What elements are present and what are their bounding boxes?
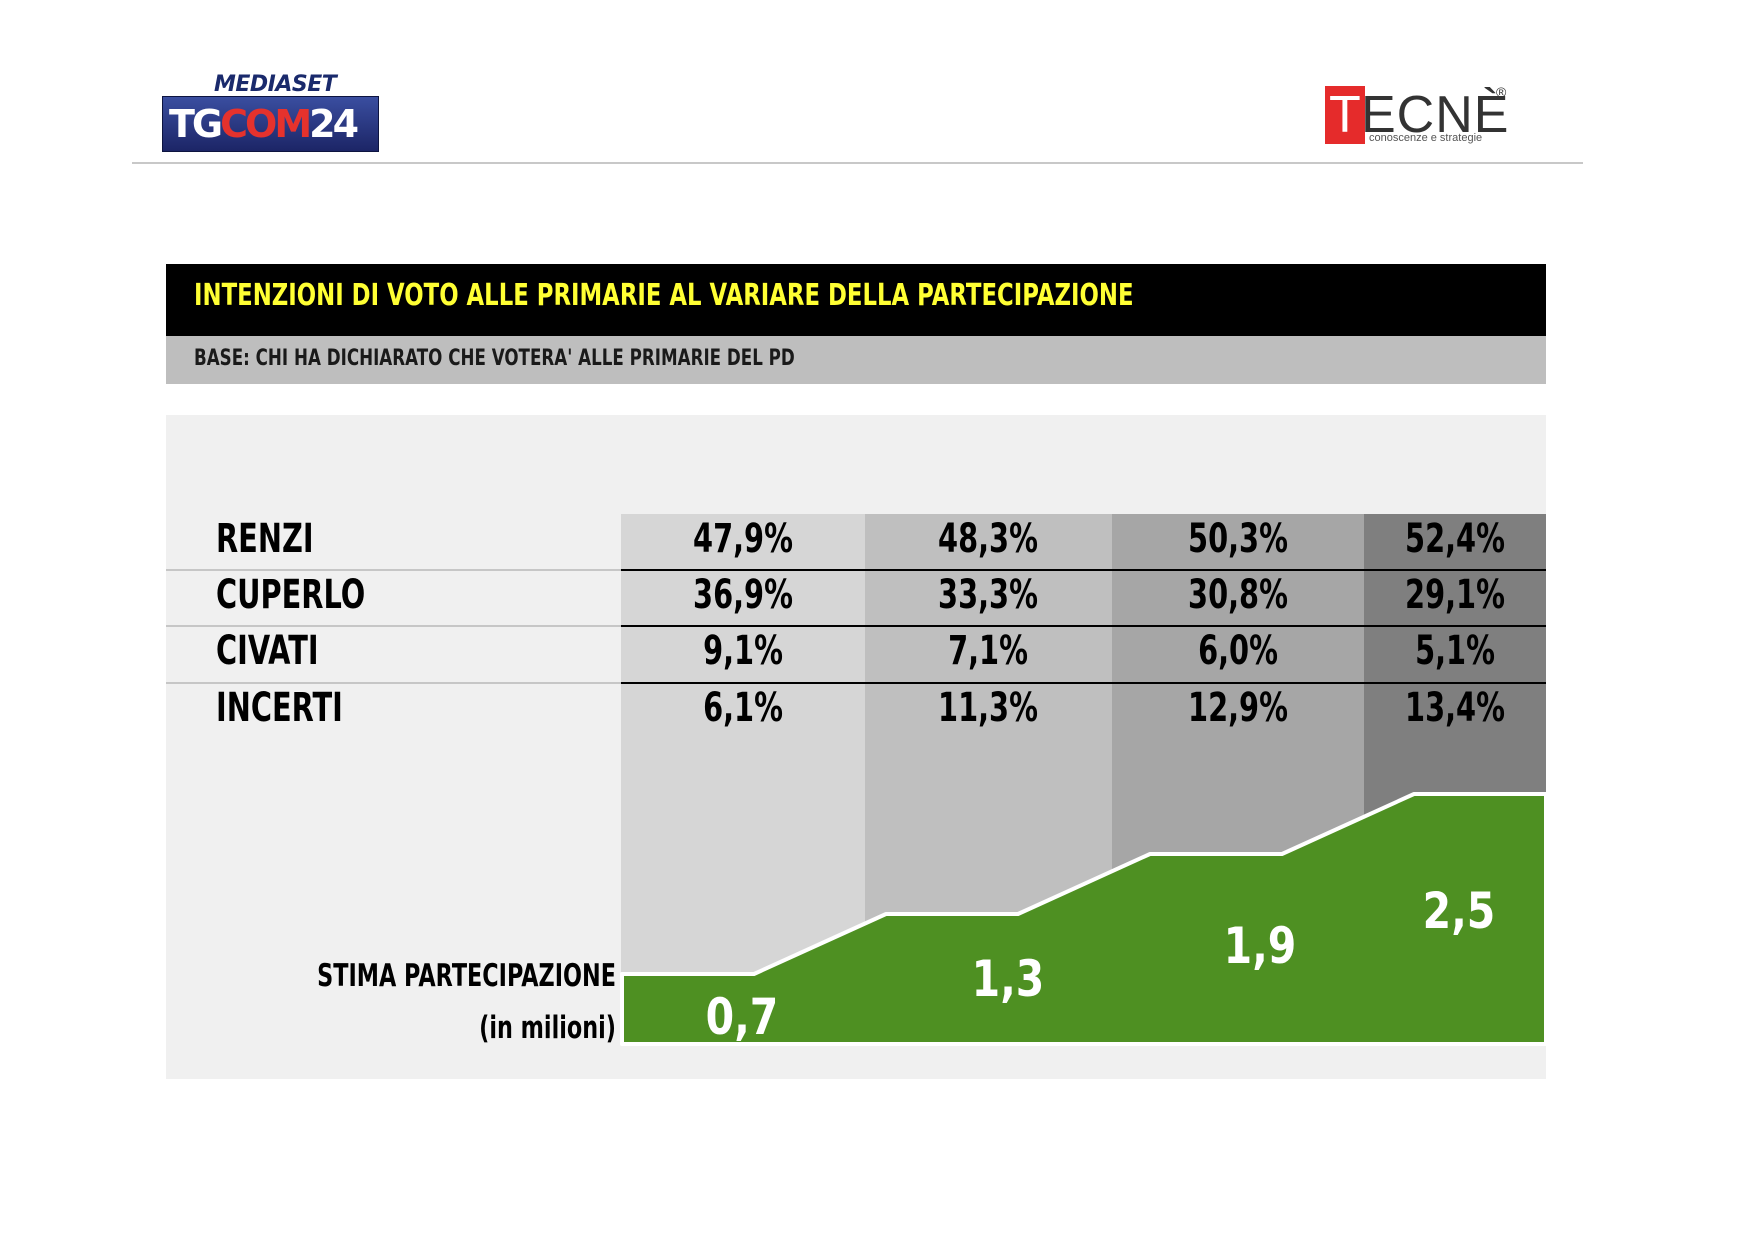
row-divider: [166, 625, 1546, 627]
table-cell: 36,9%: [693, 572, 793, 618]
chart-subtitle: BASE: CHI HA DICHIARATO CHE VOTERA' ALLE…: [194, 346, 795, 371]
tecne-tagline: conoscenze e strategie: [1369, 132, 1483, 144]
mediaset-wordmark: MEDIASET: [214, 72, 337, 97]
participation-label-line1: STIMA PARTECIPAZIONE: [317, 958, 616, 994]
table-cell: 29,1%: [1405, 572, 1505, 618]
tecne-logo: T ECNÈ ® conoscenze e strategie: [1325, 84, 1515, 150]
table-cell: 47,9%: [693, 516, 793, 562]
row-divider: [166, 682, 1546, 684]
participation-value-2: 1,3: [971, 950, 1045, 1008]
row-label-renzi: RENZI: [216, 516, 314, 562]
table-cell: 12,9%: [1188, 685, 1288, 731]
tgcom24-badge: TGCOM24: [162, 96, 379, 152]
row-label-civati: CIVATI: [216, 628, 319, 674]
tecne-t: T: [1329, 86, 1361, 144]
row-label-incerti: INCERTI: [216, 685, 343, 731]
participation-value-4: 2,5: [1422, 882, 1496, 940]
tecne-wordmark: ECNÈ: [1361, 86, 1510, 144]
table-cell: 48,3%: [938, 516, 1038, 562]
tgcom24-logo: MEDIASET TGCOM24: [162, 72, 379, 154]
tgcom24-com: COM: [220, 102, 312, 146]
tecne-red-box: [1325, 86, 1365, 144]
table-cell: 5,1%: [1415, 628, 1495, 674]
participation-label-line2: (in milioni): [479, 1010, 616, 1046]
tgcom24-tg: TG: [169, 102, 223, 146]
table-cell: 6,1%: [703, 685, 783, 731]
row-divider: [166, 569, 1546, 571]
participation-label: STIMA PARTECIPAZIONE (in milioni): [317, 950, 616, 1054]
header-divider: [132, 162, 1583, 164]
table-cell: 7,1%: [948, 628, 1028, 674]
registered-mark: ®: [1496, 84, 1507, 100]
table-cell: 6,0%: [1198, 628, 1278, 674]
table-cell: 9,1%: [703, 628, 783, 674]
chart-title: INTENZIONI DI VOTO ALLE PRIMARIE AL VARI…: [194, 278, 1134, 313]
subtitle-bar: BASE: CHI HA DICHIARATO CHE VOTERA' ALLE…: [166, 336, 1546, 384]
table-cell: 11,3%: [938, 685, 1038, 731]
participation-value-3: 1,9: [1223, 917, 1297, 975]
table-cell: 30,8%: [1188, 572, 1288, 618]
table-cell: 13,4%: [1405, 685, 1505, 731]
table-cell: 50,3%: [1188, 516, 1288, 562]
title-bar: INTENZIONI DI VOTO ALLE PRIMARIE AL VARI…: [166, 264, 1546, 336]
participation-value-1: 0,7: [705, 988, 779, 1046]
participation-area: [620, 792, 1548, 1046]
table-cell: 33,3%: [938, 572, 1038, 618]
tgcom24-24: 24: [309, 102, 359, 146]
table-cell: 52,4%: [1405, 516, 1505, 562]
row-label-cuperlo: CUPERLO: [216, 572, 366, 618]
